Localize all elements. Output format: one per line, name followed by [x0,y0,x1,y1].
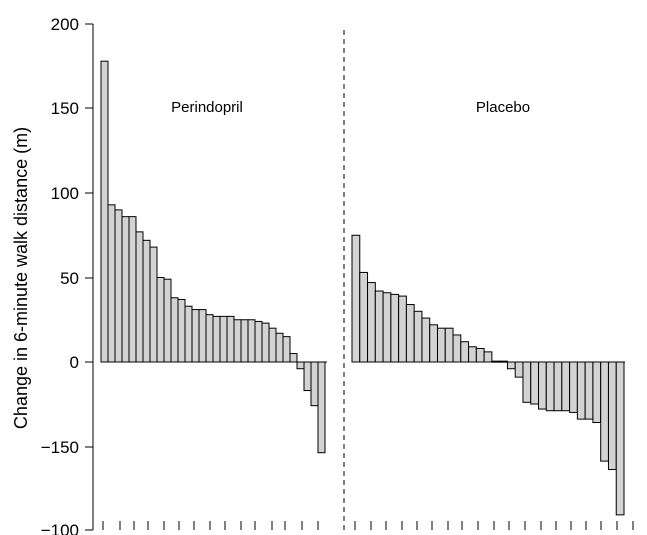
labels: 200 150 100 50 0 −150 −100 Change in 6-minute w… [11,15,530,535]
bar-perindopril [240,319,249,363]
bar-placebo [452,334,462,363]
bar-placebo [460,341,470,363]
bar-perindopril [310,361,319,407]
bar-perindopril [128,216,137,363]
bar-placebo [506,361,516,370]
bar-placebo [561,361,571,412]
bar-placebo [545,361,555,412]
bar-perindopril [282,336,291,363]
bar-perindopril [226,315,235,363]
y-tick-label: 100 [51,184,79,203]
bar-perindopril [170,297,179,363]
group-label-placebo: Placebo [476,99,530,116]
bar-perindopril [261,322,270,363]
bar-perindopril [100,60,109,363]
group-label-perindopril: Perindopril [171,99,243,116]
bar-perindopril [177,298,186,363]
y-tick-label: 150 [51,99,79,118]
bar-perindopril [135,231,144,363]
bar-placebo [351,234,361,363]
bar-perindopril [198,309,207,363]
bar-perindopril [212,315,221,363]
bar-perindopril [142,239,151,363]
bar-placebo [576,361,586,420]
bar-placebo [413,310,423,363]
bar-perindopril [184,305,193,363]
bar-perindopril [289,353,298,363]
bar-placebo [405,304,415,363]
bar-placebo [607,361,617,471]
bar-perindopril [317,361,326,454]
y-axis-label: Change in 6-minute walk distance (m) [11,127,31,429]
bar-perindopril [121,216,130,363]
bar-perindopril [149,246,158,363]
bar-placebo [483,351,493,363]
bar-perindopril [156,277,165,363]
bar-perindopril [296,361,305,370]
y-tick-label: −100 [41,521,79,535]
y-tick-label: 200 [51,15,79,34]
bar-placebo [444,327,454,363]
bar-placebo [468,346,477,363]
bar-placebo [374,290,384,363]
bar-placebo [436,327,446,363]
bar-perindopril [303,361,312,392]
y-tick-label: 0 [70,353,79,372]
bar-perindopril [247,319,256,363]
bar-perindopril [191,309,200,363]
bar-placebo [530,361,540,405]
bar-placebo [592,361,602,423]
bar-placebo [429,324,438,363]
bar-placebo [359,271,369,363]
bar-placebo [538,361,547,410]
bar-placebo [475,347,485,363]
bar-perindopril [205,314,214,363]
bar-placebo [398,295,407,363]
bar-perindopril [275,332,284,363]
bar-placebo [390,293,400,363]
bar-placebo [553,361,563,412]
bar-placebo [569,361,578,413]
bar-placebo [382,292,392,363]
bars [100,60,625,516]
bar-placebo [367,282,376,363]
bar-perindopril [219,315,228,363]
y-tick-label: 50 [60,269,79,288]
bar-perindopril [114,209,123,363]
bar-placebo [522,361,532,403]
bar-placebo [514,361,524,378]
bar-perindopril [233,319,242,363]
bar-placebo [615,361,625,516]
bar-perindopril [163,278,172,363]
bar-placebo [499,360,508,363]
bar-placebo [421,317,431,363]
bar-perindopril [254,320,263,363]
bar-placebo [584,361,594,420]
bar-perindopril [107,204,116,363]
bar-placebo [600,361,609,462]
bar-perindopril [268,327,277,363]
bar-placebo [491,360,501,363]
y-tick-label: −150 [41,438,79,457]
